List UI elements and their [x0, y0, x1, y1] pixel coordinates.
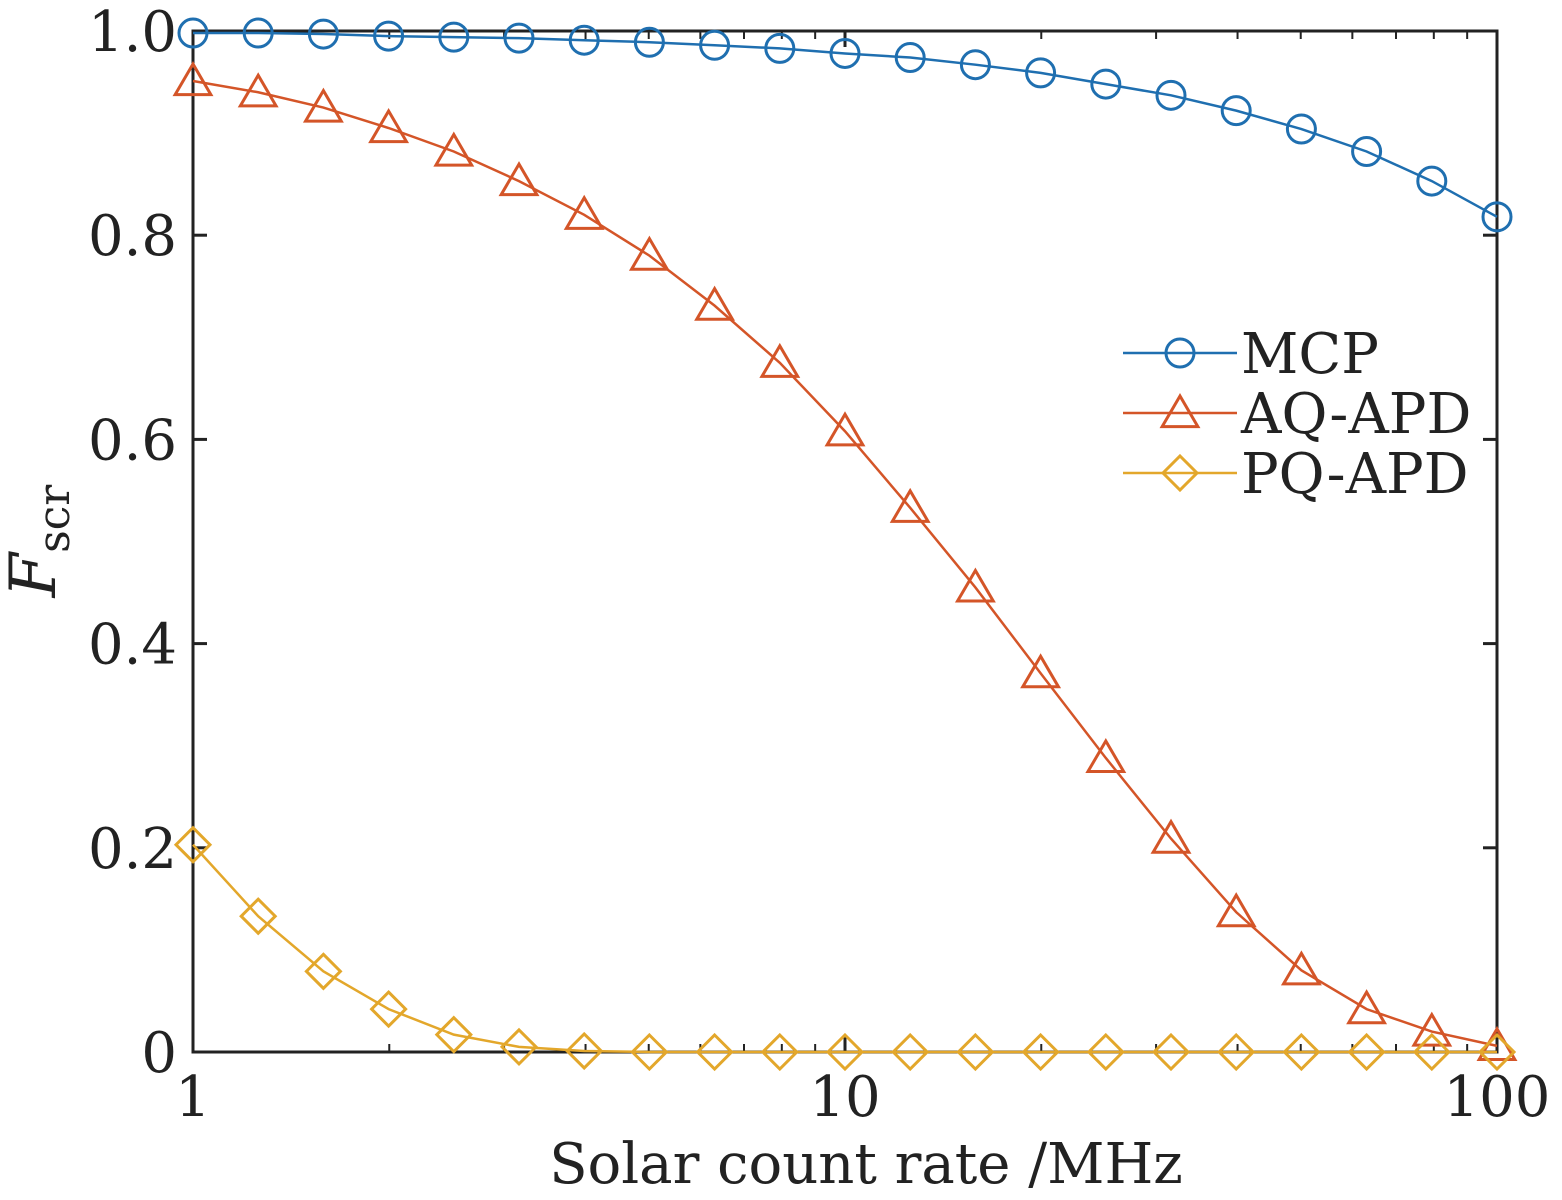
data-point-pq-apd	[1217, 1032, 1256, 1072]
data-point-pq-apd	[956, 1032, 995, 1072]
data-point-mcp	[1025, 57, 1057, 89]
data-point-mcp	[699, 29, 731, 61]
data-point-aq-apd	[1215, 892, 1257, 928]
legend-label: MCP	[1241, 322, 1379, 387]
y-axis-label: Fscr	[0, 484, 80, 599]
data-point-aq-apd	[694, 285, 736, 321]
svg-text:Fscr: Fscr	[0, 484, 80, 599]
data-point-pq-apd	[565, 1031, 604, 1071]
data-point-aq-apd	[1020, 653, 1062, 689]
axis-ticks: 0 0.2 0.4 0.6 0.8 1.0 1 10 100	[88, 0, 1551, 1130]
data-point-aq-apd	[889, 487, 931, 523]
data-point-aq-apd	[824, 411, 866, 447]
data-point-aq-apd	[368, 108, 410, 144]
data-point-mcp	[307, 18, 339, 50]
x-tick-label: 1	[175, 1065, 211, 1130]
series-line-aq-apd	[192, 79, 1498, 1048]
data-point-pq-apd	[1021, 1032, 1060, 1072]
y-tick-label: 0	[141, 1021, 177, 1086]
data-point-pq-apd	[1412, 1032, 1451, 1072]
x-tick-label: 100	[1444, 1065, 1551, 1130]
legend-item-mcp: MCP	[1123, 322, 1379, 387]
data-point-aq-apd	[563, 194, 605, 230]
data-point-pq-apd	[304, 952, 343, 991]
data-point-aq-apd	[498, 161, 540, 197]
legend-marker	[1164, 337, 1196, 369]
y-tick-label: 0.8	[88, 204, 177, 269]
data-point-mcp	[568, 24, 600, 56]
legend-label: PQ-APD	[1241, 442, 1469, 507]
data-point-aq-apd	[759, 342, 801, 378]
data-point-mcp	[1090, 68, 1122, 100]
data-point-mcp	[1416, 165, 1448, 197]
data-point-mcp	[894, 42, 926, 74]
x-tick-label: 10	[809, 1065, 880, 1130]
data-point-aq-apd	[1280, 950, 1322, 986]
data-point-mcp	[1285, 113, 1317, 145]
data-point-mcp	[503, 22, 535, 54]
data-point-pq-apd	[434, 1015, 473, 1054]
series-aq-apd	[172, 61, 1518, 1061]
series-layer	[172, 17, 1518, 1072]
data-point-mcp	[764, 32, 796, 64]
data-point-aq-apd	[237, 72, 279, 108]
data-point-aq-apd	[628, 235, 670, 271]
data-point-aq-apd	[1346, 989, 1388, 1025]
series-pq-apd	[173, 825, 1517, 1072]
y-tick-label: 0.2	[88, 817, 177, 882]
series-line-mcp	[193, 31, 1498, 218]
x-axis-label: Solar count rate /MHz	[549, 1132, 1183, 1197]
data-point-aq-apd	[172, 61, 214, 97]
data-point-mcp	[242, 17, 274, 49]
data-point-pq-apd	[1151, 1032, 1191, 1072]
data-point-mcp	[633, 26, 665, 58]
legend-marker	[1160, 453, 1200, 493]
y-axis-label-sub: scr	[29, 484, 80, 553]
data-point-aq-apd	[954, 567, 996, 603]
data-point-pq-apd	[499, 1027, 539, 1067]
data-point-mcp	[1155, 79, 1187, 111]
data-point-pq-apd	[173, 825, 213, 864]
data-point-pq-apd	[1477, 1032, 1517, 1072]
series-line-pq-apd	[192, 843, 1497, 1054]
data-point-mcp	[1481, 201, 1513, 233]
y-tick-label: 1.0	[88, 0, 177, 65]
data-point-mcp	[1220, 95, 1252, 127]
data-point-mcp	[373, 20, 405, 52]
y-axis-label-main: F	[0, 550, 71, 598]
data-point-mcp	[177, 17, 209, 49]
plot-frame	[191, 29, 1499, 1054]
data-point-pq-apd	[891, 1032, 930, 1072]
series-mcp	[177, 17, 1513, 233]
data-point-pq-apd	[239, 897, 278, 936]
data-point-aq-apd	[1150, 818, 1192, 854]
legend-label: AQ-APD	[1240, 382, 1471, 447]
data-point-pq-apd	[1347, 1032, 1386, 1072]
data-point-aq-apd	[1085, 737, 1127, 774]
data-point-mcp	[959, 49, 991, 81]
data-point-pq-apd	[760, 1032, 799, 1072]
data-point-aq-apd	[1411, 1011, 1453, 1047]
legend-marker	[1159, 393, 1201, 429]
data-point-mcp	[1351, 135, 1383, 167]
data-point-pq-apd	[630, 1032, 669, 1072]
y-tick-label: 0.4	[88, 613, 177, 678]
y-tick-label: 0.6	[88, 408, 177, 473]
data-point-aq-apd	[433, 131, 475, 167]
data-point-pq-apd	[1086, 1032, 1125, 1072]
data-point-mcp	[438, 21, 470, 53]
data-point-pq-apd	[825, 1032, 865, 1072]
data-point-pq-apd	[1282, 1032, 1321, 1072]
legend-item-pq-apd: PQ-APD	[1123, 442, 1469, 507]
data-point-aq-apd	[302, 87, 344, 123]
data-point-pq-apd	[369, 989, 408, 1029]
legend-item-aq-apd: AQ-APD	[1123, 382, 1471, 447]
data-point-mcp	[829, 37, 861, 69]
data-point-pq-apd	[695, 1032, 734, 1072]
